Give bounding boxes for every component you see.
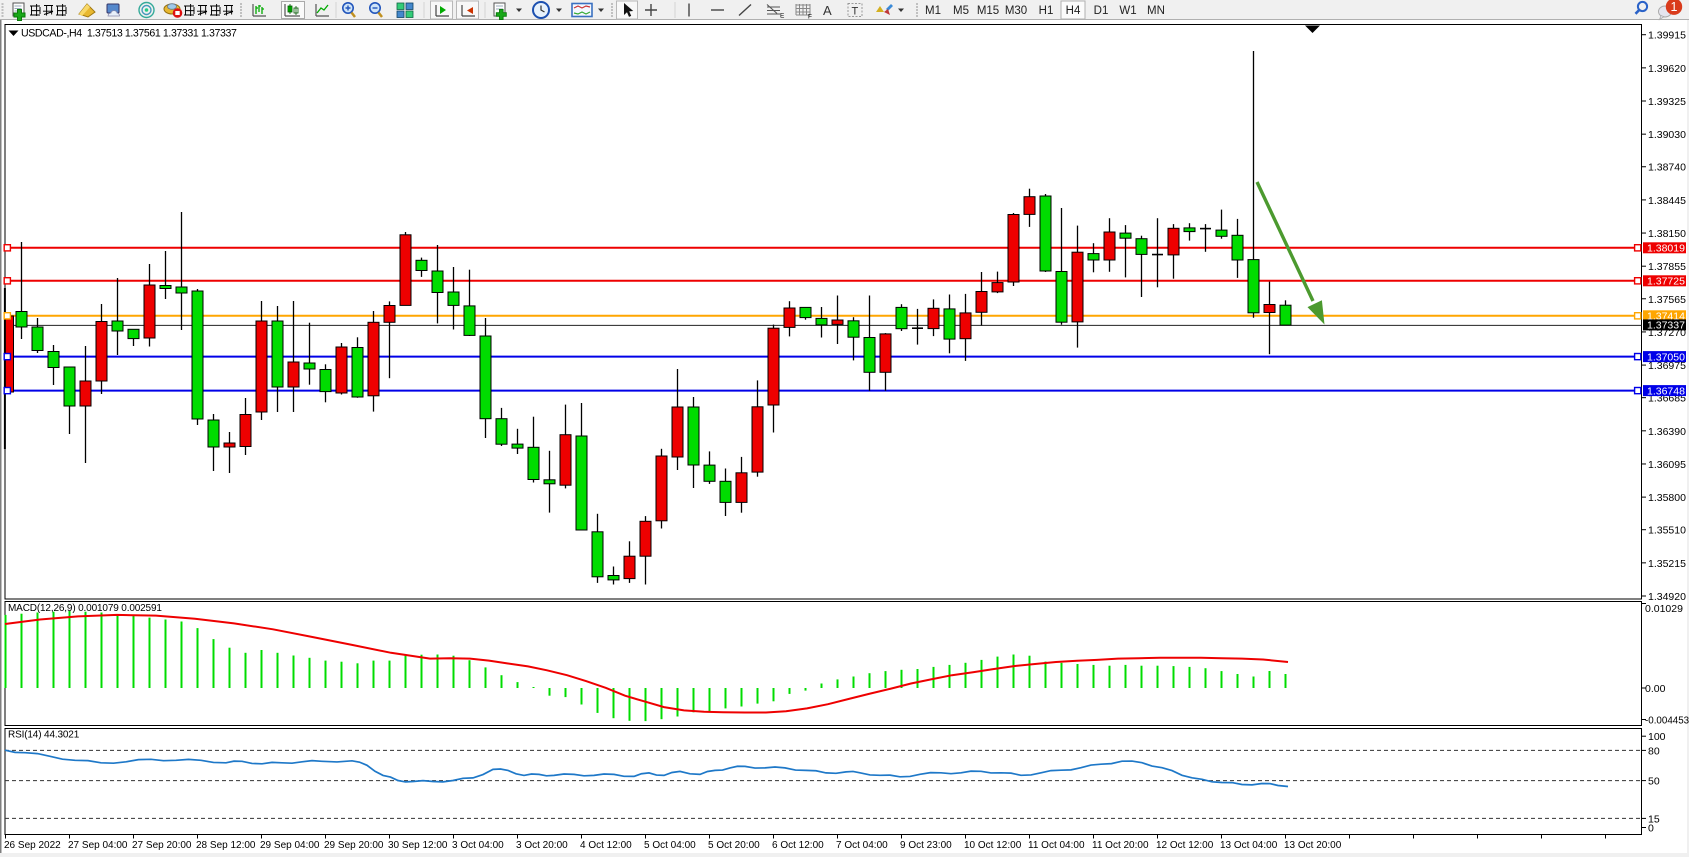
- svg-text:1.38445: 1.38445: [1648, 195, 1686, 207]
- svg-text:USDCAD-,H4 1.37513 1.37561 1.: USDCAD-,H4 1.37513 1.37561 1.37331 1.373…: [21, 28, 237, 40]
- svg-text:5 Oct 20:00: 5 Oct 20:00: [708, 840, 760, 851]
- svg-text:26 Sep 2022: 26 Sep 2022: [4, 840, 61, 851]
- svg-text:H1: H1: [1039, 5, 1054, 17]
- svg-text:F: F: [808, 14, 812, 21]
- svg-text:29 Sep 20:00: 29 Sep 20:00: [324, 840, 384, 851]
- svg-text:RSI(14) 44.3021: RSI(14) 44.3021: [8, 730, 80, 741]
- svg-text:15: 15: [1648, 813, 1660, 825]
- svg-text:MN: MN: [1147, 5, 1165, 17]
- svg-text:M30: M30: [1005, 5, 1027, 17]
- svg-text:-0.004453: -0.004453: [1645, 716, 1689, 727]
- svg-text:28 Sep 12:00: 28 Sep 12:00: [196, 840, 256, 851]
- svg-text:M15: M15: [977, 5, 999, 17]
- svg-text:1.37565: 1.37565: [1648, 294, 1686, 306]
- svg-text:13 Oct 04:00: 13 Oct 04:00: [1220, 840, 1278, 851]
- svg-text:100: 100: [1648, 731, 1666, 743]
- svg-text:D1: D1: [1094, 5, 1109, 17]
- svg-text:1.37725: 1.37725: [1647, 276, 1685, 288]
- svg-text:W1: W1: [1119, 5, 1136, 17]
- svg-text:1.39620: 1.39620: [1648, 63, 1686, 75]
- svg-text:T: T: [852, 6, 859, 18]
- svg-text:27 Sep 20:00: 27 Sep 20:00: [132, 840, 192, 851]
- svg-text:5 Oct 04:00: 5 Oct 04:00: [644, 840, 696, 851]
- svg-text:11 Oct 04:00: 11 Oct 04:00: [1028, 840, 1085, 851]
- svg-text:9 Oct 23:00: 9 Oct 23:00: [900, 840, 952, 851]
- svg-text:1.34920: 1.34920: [1648, 591, 1686, 603]
- svg-text:0: 0: [1648, 823, 1654, 835]
- svg-text:A: A: [823, 3, 832, 18]
- svg-text:29 Sep 04:00: 29 Sep 04:00: [260, 840, 320, 851]
- svg-text:80: 80: [1648, 745, 1660, 757]
- svg-text:H4: H4: [1066, 5, 1081, 17]
- svg-text:1.35215: 1.35215: [1648, 558, 1686, 570]
- svg-text:13 Oct 20:00: 13 Oct 20:00: [1284, 840, 1342, 851]
- svg-text:1.35510: 1.35510: [1648, 525, 1686, 537]
- svg-text:0.00: 0.00: [1645, 683, 1666, 695]
- svg-text:1.38150: 1.38150: [1648, 228, 1686, 240]
- svg-text:30 Sep 12:00: 30 Sep 12:00: [388, 840, 448, 851]
- svg-text:3 Oct 20:00: 3 Oct 20:00: [516, 840, 568, 851]
- svg-text:50: 50: [1648, 776, 1660, 788]
- svg-text:0.01029: 0.01029: [1645, 603, 1683, 615]
- svg-text:1.38019: 1.38019: [1647, 243, 1685, 255]
- svg-text:1.36975: 1.36975: [1648, 360, 1686, 372]
- svg-text:1.39915: 1.39915: [1648, 30, 1686, 42]
- svg-text:M1: M1: [925, 5, 941, 17]
- svg-text:1.37855: 1.37855: [1648, 261, 1686, 273]
- svg-text:1.36748: 1.36748: [1647, 385, 1685, 397]
- svg-text:1.39030: 1.39030: [1648, 129, 1686, 141]
- svg-text:6 Oct 12:00: 6 Oct 12:00: [772, 840, 824, 851]
- svg-text:1.35800: 1.35800: [1648, 492, 1686, 504]
- svg-text:3 Oct 04:00: 3 Oct 04:00: [452, 840, 504, 851]
- svg-text:10 Oct 12:00: 10 Oct 12:00: [964, 840, 1022, 851]
- svg-text:12 Oct 12:00: 12 Oct 12:00: [1156, 840, 1214, 851]
- svg-text:1.37337: 1.37337: [1647, 320, 1685, 332]
- svg-text:1.37050: 1.37050: [1647, 351, 1685, 363]
- svg-text:E: E: [780, 13, 785, 20]
- svg-text:1.36095: 1.36095: [1648, 459, 1686, 471]
- svg-text:11 Oct 20:00: 11 Oct 20:00: [1092, 840, 1149, 851]
- svg-text:7 Oct 04:00: 7 Oct 04:00: [836, 840, 888, 851]
- svg-text:1.39325: 1.39325: [1648, 96, 1686, 108]
- svg-text:1: 1: [1671, 0, 1678, 14]
- svg-text:1.36390: 1.36390: [1648, 426, 1686, 438]
- svg-text:4 Oct 12:00: 4 Oct 12:00: [580, 840, 632, 851]
- svg-text:M5: M5: [953, 5, 969, 17]
- svg-text:1.38740: 1.38740: [1648, 162, 1686, 174]
- svg-text:MACD(12,26,9) 0.001079 0.00259: MACD(12,26,9) 0.001079 0.002591: [8, 603, 162, 614]
- svg-text:27 Sep 04:00: 27 Sep 04:00: [68, 840, 128, 851]
